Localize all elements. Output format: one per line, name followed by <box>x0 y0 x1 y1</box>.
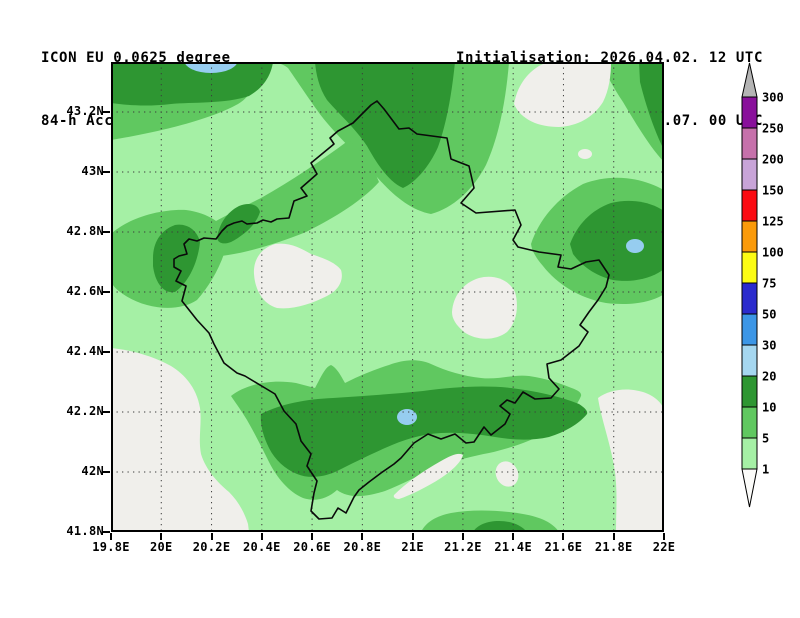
colorbar-segment <box>741 251 758 284</box>
graticule-grid <box>111 62 664 532</box>
colorbar-level-label: 150 <box>762 184 784 198</box>
precip-region-dark <box>260 386 588 477</box>
lon-tick-label: 21.2E <box>444 540 482 554</box>
lat-tick <box>103 471 110 473</box>
precip-region-dark <box>217 204 260 244</box>
lon-tick <box>110 533 112 540</box>
lon-tick-label: 19.8E <box>92 540 130 554</box>
lon-tick-label: 20.8E <box>343 540 382 554</box>
lon-tick-label: 21.8E <box>594 540 633 554</box>
lat-tick-label: 43N <box>81 164 104 178</box>
colorbar-level-label: 20 <box>762 370 776 384</box>
precip-region-dark <box>315 62 455 188</box>
lon-tick <box>260 533 263 540</box>
lon-tick <box>210 533 213 540</box>
colorbar-segment <box>741 313 758 346</box>
lon-tick <box>411 533 414 540</box>
colorbar-segment <box>741 96 758 129</box>
lakes <box>184 62 644 425</box>
lon-tick <box>361 533 364 540</box>
precipitation-map-canvas <box>111 62 664 532</box>
colorbar-segment <box>741 437 758 470</box>
lon-tick-label: 20.6E <box>293 540 331 554</box>
lon-tick-label: 20E <box>149 540 173 554</box>
colorbar-segment <box>741 220 758 253</box>
colorbar-segment <box>741 158 758 191</box>
precip-shading <box>111 62 664 532</box>
colorbar-segment <box>741 375 758 408</box>
lat-tick-label: 42.6N <box>66 284 104 298</box>
colorbar-level-label: 75 <box>762 277 776 291</box>
lat-tick <box>103 531 110 533</box>
colorbar-segment <box>741 127 758 160</box>
colorbar-segment <box>741 189 758 222</box>
colorbar-level-label: 1 <box>762 463 769 477</box>
lon-tick-label: 21E <box>401 540 424 554</box>
map-frame <box>111 62 664 532</box>
lat-tick <box>103 231 110 233</box>
lake <box>397 409 417 425</box>
precip-region-below1 <box>111 348 249 532</box>
lon-tick <box>512 533 515 540</box>
lon-tick-label: 20.2E <box>192 540 231 554</box>
colorbar-segment <box>741 282 758 315</box>
precip-region-medium <box>421 510 559 532</box>
lat-tick <box>103 351 110 353</box>
lat-tick-label: 42.4N <box>66 344 104 358</box>
precip-region-dark <box>639 62 664 150</box>
precip-region-below1 <box>253 243 342 309</box>
lat-tick-label: 43.2N <box>66 104 104 118</box>
colorbar-under-arrow <box>741 468 758 508</box>
lon-tick-label: 22E <box>652 540 676 554</box>
lat-tick-label: 42N <box>81 464 104 478</box>
colorbar-over-arrow <box>741 62 758 98</box>
lat-tick <box>103 111 110 113</box>
colorbar-segment <box>741 344 758 377</box>
lat-tick-label: 42.2N <box>66 404 104 418</box>
lon-tick-label: 21.4E <box>494 540 532 554</box>
colorbar-level-label: 200 <box>762 153 784 167</box>
colorbar: 300 250 200 150 125 100 75 50 30 20 10 5 1 <box>741 62 784 508</box>
kosovo-border <box>173 100 610 520</box>
colorbar-level-label: 5 <box>762 432 769 446</box>
colorbar-level-label: 30 <box>762 339 776 353</box>
lon-tick <box>461 533 464 540</box>
precip-region-below1 <box>452 276 517 339</box>
lat-tick <box>103 171 110 173</box>
lon-tick-label: 21.6E <box>544 540 583 554</box>
lon-tick <box>311 533 314 540</box>
lat-tick-label: 41.8N <box>66 524 104 538</box>
lon-tick <box>663 533 665 540</box>
colorbar-level-label: 125 <box>762 215 784 229</box>
precip-region-below1 <box>514 62 611 127</box>
precip-region-dark <box>473 521 527 532</box>
colorbar-level-label: 10 <box>762 401 776 415</box>
precip-region-dark <box>153 224 200 293</box>
lat-tick <box>103 291 110 293</box>
colorbar-level-label: 100 <box>762 246 784 260</box>
lake <box>626 239 644 253</box>
lon-tick <box>612 533 615 540</box>
precip-region-dark <box>111 62 273 106</box>
lat-tick-label: 42.8N <box>66 224 104 238</box>
precip-region-below1 <box>598 389 664 532</box>
lon-tick <box>160 533 163 540</box>
lat-tick <box>103 411 110 413</box>
lon-tick-label: 20.4E <box>243 540 281 554</box>
precip-region-below1 <box>578 149 592 159</box>
colorbar-level-label: 250 <box>762 122 784 136</box>
lake <box>184 62 238 73</box>
lon-tick <box>562 533 565 540</box>
precip-region-below1 <box>393 453 463 499</box>
colorbar-level-label: 50 <box>762 308 776 322</box>
colorbar-segment <box>741 406 758 439</box>
colorbar-level-label: 300 <box>762 91 784 105</box>
